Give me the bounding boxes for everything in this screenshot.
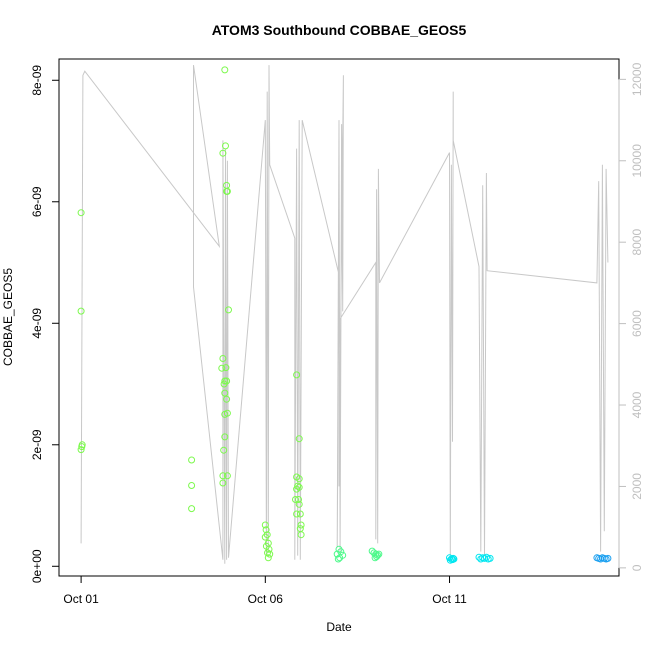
data-point: [220, 446, 228, 454]
data-point: [486, 554, 494, 562]
y2-tick-label: 6000: [630, 310, 644, 337]
y-tick-label: 4e-09: [30, 308, 44, 339]
data-point: [223, 187, 231, 195]
y-tick-label: 8e-09: [30, 65, 44, 96]
data-point: [221, 433, 229, 441]
data-point: [295, 496, 302, 503]
data-point: [77, 307, 85, 315]
x-tick-label: Oct 11: [432, 592, 467, 606]
y2-tick-label: 8000: [630, 229, 644, 256]
data-point: [266, 550, 274, 558]
data-point: [222, 142, 229, 150]
data-point: [188, 505, 196, 513]
data-point: [477, 555, 485, 563]
data-point: [219, 149, 227, 157]
y-tick-label: 2e-09: [30, 429, 44, 460]
data-point: [219, 355, 227, 362]
data-point: [261, 521, 269, 529]
y-tick-label: 6e-09: [30, 186, 44, 217]
data-point: [77, 446, 85, 454]
data-point: [218, 364, 226, 372]
data-point: [265, 545, 273, 553]
data-point: [604, 554, 612, 562]
chart-title: ATOM3 Southbound COBBAE_GEOS5: [212, 22, 467, 38]
data-point: [336, 554, 344, 562]
data-point: [295, 435, 303, 443]
data-point: [450, 555, 458, 563]
data-point: [77, 209, 85, 217]
y-tick-label: 0e+00: [30, 549, 44, 583]
data-point: [220, 380, 228, 388]
axes: Oct 01 Oct 06 Oct 11 0e+00 2e-09 4e-09 6e-09 8e…: [30, 58, 644, 606]
secondary-series-line: [80, 65, 609, 564]
data-point: [219, 479, 227, 487]
data-point: [223, 181, 231, 189]
y2-tick-label: 4000: [630, 391, 644, 418]
data-point: [188, 482, 196, 489]
y2-tick-label: 12000: [630, 62, 644, 96]
plot-area: [77, 65, 612, 564]
data-point: [292, 496, 299, 503]
data-point: [297, 521, 305, 529]
data-point: [264, 554, 272, 562]
data-point: [294, 482, 302, 490]
data-point: [334, 555, 342, 563]
data-point: [221, 66, 229, 74]
data-point: [293, 510, 301, 518]
data-point: [225, 306, 232, 314]
x-axis-label: Date: [326, 620, 352, 634]
data-point: [222, 364, 230, 372]
data-point: [293, 371, 301, 379]
x-tick-label: Oct 01: [63, 592, 99, 606]
data-point: [223, 395, 231, 403]
data-point: [261, 533, 269, 541]
data-point: [371, 554, 379, 562]
y2-tick-label: 10000: [630, 144, 644, 178]
y-axis-label: COBBAE_GEOS5: [1, 268, 15, 366]
data-point: [223, 472, 231, 480]
data-point: [223, 409, 231, 417]
data-point: [188, 456, 196, 464]
data-point: [297, 531, 305, 539]
data-point: [295, 475, 303, 483]
data-point: [262, 526, 270, 534]
data-point: [375, 550, 383, 558]
data-point: [221, 389, 229, 397]
y2-tick-label: 0: [630, 564, 644, 571]
data-point: [219, 472, 227, 480]
data-point: [295, 483, 303, 491]
y2-tick-label: 2000: [630, 473, 644, 500]
data-point: [295, 500, 303, 508]
data-point: [296, 510, 304, 518]
data-point: [78, 443, 86, 451]
x-tick-label: Oct 06: [248, 592, 284, 606]
